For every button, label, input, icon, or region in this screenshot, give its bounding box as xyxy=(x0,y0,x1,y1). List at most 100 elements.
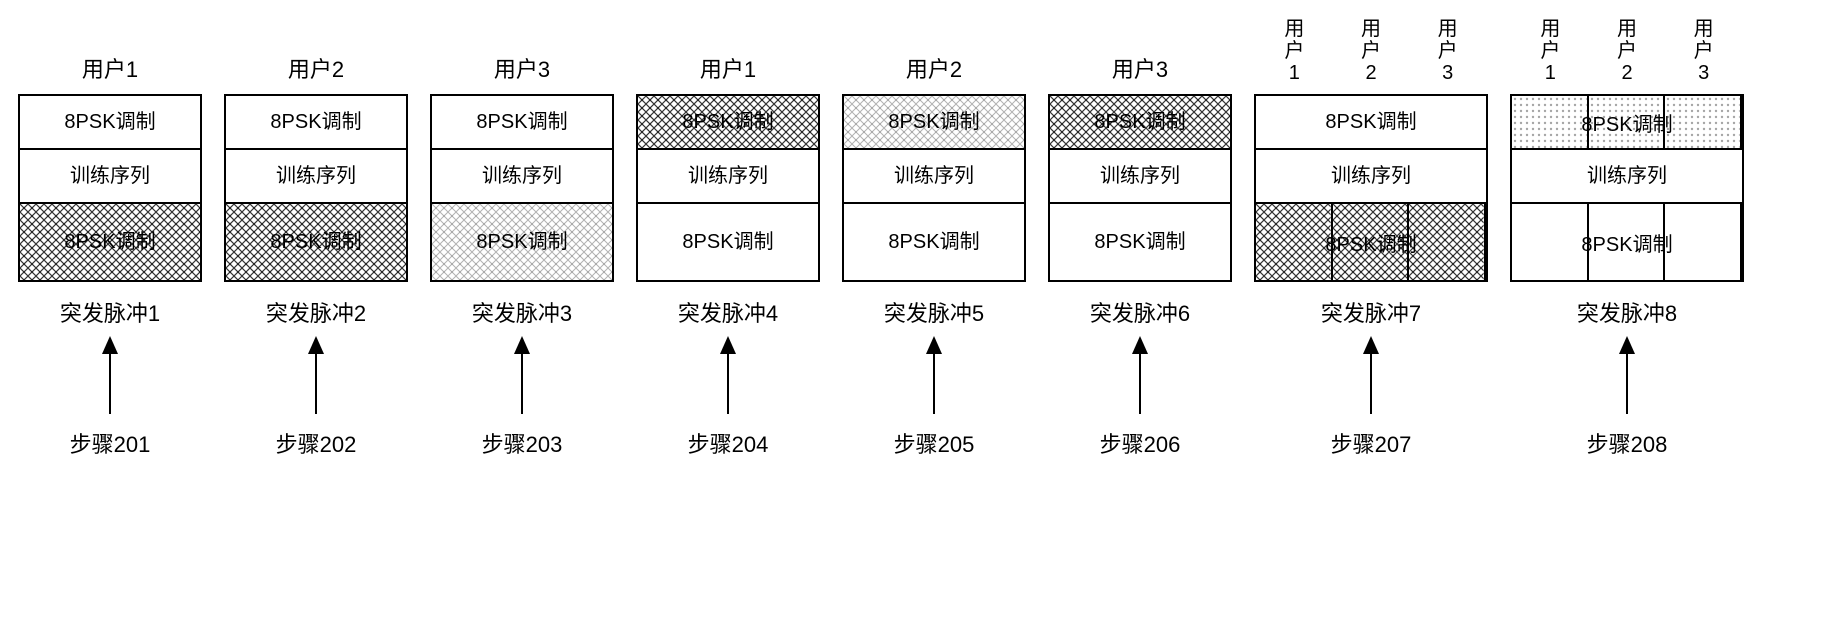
up-arrow-icon xyxy=(1126,336,1154,419)
cell-text: 8PSK调制 xyxy=(1323,111,1418,133)
block-row-0: 8PSK调制 xyxy=(1512,96,1742,150)
up-arrow-icon xyxy=(302,336,330,419)
cell-2-0: 8PSK调制 xyxy=(226,204,406,280)
cell-2-0: 8PSK调制 xyxy=(844,204,1024,280)
cell-0-1 xyxy=(1589,96,1666,148)
cell-text: 8PSK调制 xyxy=(680,111,775,133)
block-row-2: 8PSK调制 xyxy=(1256,204,1486,280)
cell-1-0: 训练序列 xyxy=(20,150,200,202)
block-row-0: 8PSK调制 xyxy=(1050,96,1230,150)
step-label: 步骤207 xyxy=(1331,427,1412,459)
cell-2-0: 8PSK调制 xyxy=(1050,204,1230,280)
user-label: 用户1 xyxy=(700,52,756,84)
cell-text: 8PSK调制 xyxy=(268,231,363,253)
cell-text: 训练序列 xyxy=(68,165,152,187)
burst-column-6: 用户38PSK调制训练序列8PSK调制突发脉冲6步骤206 xyxy=(1050,20,1230,459)
step-label: 步骤204 xyxy=(688,427,769,459)
burst-label: 突发脉冲3 xyxy=(472,296,572,328)
burst-column-1: 用户18PSK调制训练序列8PSK调制突发脉冲1步骤201 xyxy=(20,20,200,459)
block-stack: 8PSK调制训练序列8PSK调制 xyxy=(636,94,820,282)
cell-text: 8PSK调制 xyxy=(62,231,157,253)
cell-1-0: 训练序列 xyxy=(638,150,818,202)
block-row-2: 8PSK调制 xyxy=(226,204,406,280)
user-label-2: 用户2 xyxy=(1589,18,1666,84)
block-stack: 8PSK调制训练序列8PSK调制 xyxy=(18,94,202,282)
block-stack: 8PSK调制训练序列 8PSK调制 xyxy=(842,94,1026,282)
cell-0-0: 8PSK调制 xyxy=(20,96,200,148)
step-label: 步骤203 xyxy=(482,427,563,459)
cell-2-1 xyxy=(1589,204,1666,280)
cell-1-0: 训练序列 xyxy=(226,150,406,202)
cell-0-0: 8PSK调制 xyxy=(432,96,612,148)
block-stack: 8PSK调制训练序列8PSK调制 xyxy=(1510,94,1744,282)
cell-2-0: 8PSK调制 xyxy=(638,204,818,280)
block-row-0: 8PSK调制 xyxy=(1256,96,1486,150)
cell-0-0 xyxy=(1512,96,1589,148)
user-label: 用户3 xyxy=(1112,52,1168,84)
burst-label: 突发脉冲1 xyxy=(60,296,160,328)
up-arrow-icon xyxy=(1613,336,1641,419)
block-stack: 8PSK调制训练序列8PSK调制 xyxy=(1048,94,1232,282)
cell-0-2 xyxy=(1665,96,1742,148)
cell-2-0: 8PSK调制 xyxy=(20,204,200,280)
user-label-3: 用户3 xyxy=(1409,18,1486,84)
up-arrow-icon xyxy=(508,336,536,419)
block-row-1: 训练序列 xyxy=(1050,150,1230,204)
block-row-1: 训练序列 xyxy=(432,150,612,204)
block-row-2: 8PSK调制 xyxy=(638,204,818,280)
step-label: 步骤206 xyxy=(1100,427,1181,459)
burst-column-5: 用户28PSK调制训练序列8PSK调制突发脉冲5步骤205 xyxy=(844,20,1024,459)
burst-column-4: 用户18PSK调制训练序列8PSK调制突发脉冲4步骤204 xyxy=(638,20,818,459)
cell-text: 8PSK调制 xyxy=(474,111,569,133)
user-labels: 用户3 xyxy=(432,20,612,84)
cell-text: 8PSK调制 xyxy=(1092,231,1187,253)
cell-1-0: 训练序列 xyxy=(1512,150,1742,202)
user-label: 用户1 xyxy=(82,52,138,84)
user-labels: 用户2 xyxy=(226,20,406,84)
cell-text: 训练序列 xyxy=(892,165,976,187)
user-label-1: 用户1 xyxy=(1512,18,1589,84)
block-row-0: 8PSK调制 xyxy=(432,96,612,150)
block-row-2: 8PSK调制 xyxy=(1050,204,1230,280)
up-arrow-icon xyxy=(96,336,124,419)
burst-column-2: 用户2 8PSK调制训练序列 8PSK调制突发脉冲2 步骤202 xyxy=(226,20,406,459)
block-row-1: 训练序列 xyxy=(20,150,200,204)
block-row-1: 训练序列 xyxy=(844,150,1024,204)
block-stack: 8PSK调制训练序列 8PSK调制 xyxy=(224,94,408,282)
burst-column-7: 用户1用户2用户38PSK调制训练序列8PSK调制突发脉冲7步骤207 xyxy=(1256,20,1486,459)
user-labels: 用户2 xyxy=(844,20,1024,84)
cell-2-2 xyxy=(1665,204,1742,280)
cell-1-0: 训练序列 xyxy=(844,150,1024,202)
up-arrow-icon xyxy=(714,336,742,419)
step-label: 步骤205 xyxy=(894,427,975,459)
block-row-1: 训练序列 xyxy=(1512,150,1742,204)
cell-text: 训练序列 xyxy=(274,165,358,187)
step-label: 步骤202 xyxy=(276,427,357,459)
step-label: 步骤201 xyxy=(70,427,151,459)
cell-1-0: 训练序列 xyxy=(432,150,612,202)
cell-0-0: 8PSK调制 xyxy=(1050,96,1230,148)
cell-text: 8PSK调制 xyxy=(886,231,981,253)
cell-2-2 xyxy=(1409,204,1486,280)
cell-0-0: 8PSK调制 xyxy=(226,96,406,148)
block-row-0: 8PSK调制 xyxy=(20,96,200,150)
cell-0-0: 8PSK调制 xyxy=(844,96,1024,148)
step-label: 步骤208 xyxy=(1587,427,1668,459)
cell-text: 训练序列 xyxy=(480,165,564,187)
user-label-1: 用户1 xyxy=(1256,18,1333,84)
cell-text: 训练序列 xyxy=(1329,165,1413,187)
burst-label: 突发脉冲7 xyxy=(1321,296,1421,328)
block-row-2: 8PSK调制 xyxy=(1512,204,1742,280)
user-labels: 用户1 xyxy=(20,20,200,84)
cell-text: 8PSK调制 xyxy=(474,231,569,253)
burst-label: 突发脉冲2 xyxy=(266,296,366,328)
user-labels: 用户1用户2用户3 xyxy=(1512,20,1742,84)
cell-text: 8PSK调制 xyxy=(886,111,981,133)
block-row-0: 8PSK调制 xyxy=(844,96,1024,150)
up-arrow-icon xyxy=(1357,336,1385,419)
cell-text: 训练序列 xyxy=(1585,165,1669,187)
user-label-3: 用户3 xyxy=(1665,18,1742,84)
block-row-2: 8PSK调制 xyxy=(432,204,612,280)
cell-2-0 xyxy=(1512,204,1589,280)
cell-text: 8PSK调制 xyxy=(268,111,363,133)
